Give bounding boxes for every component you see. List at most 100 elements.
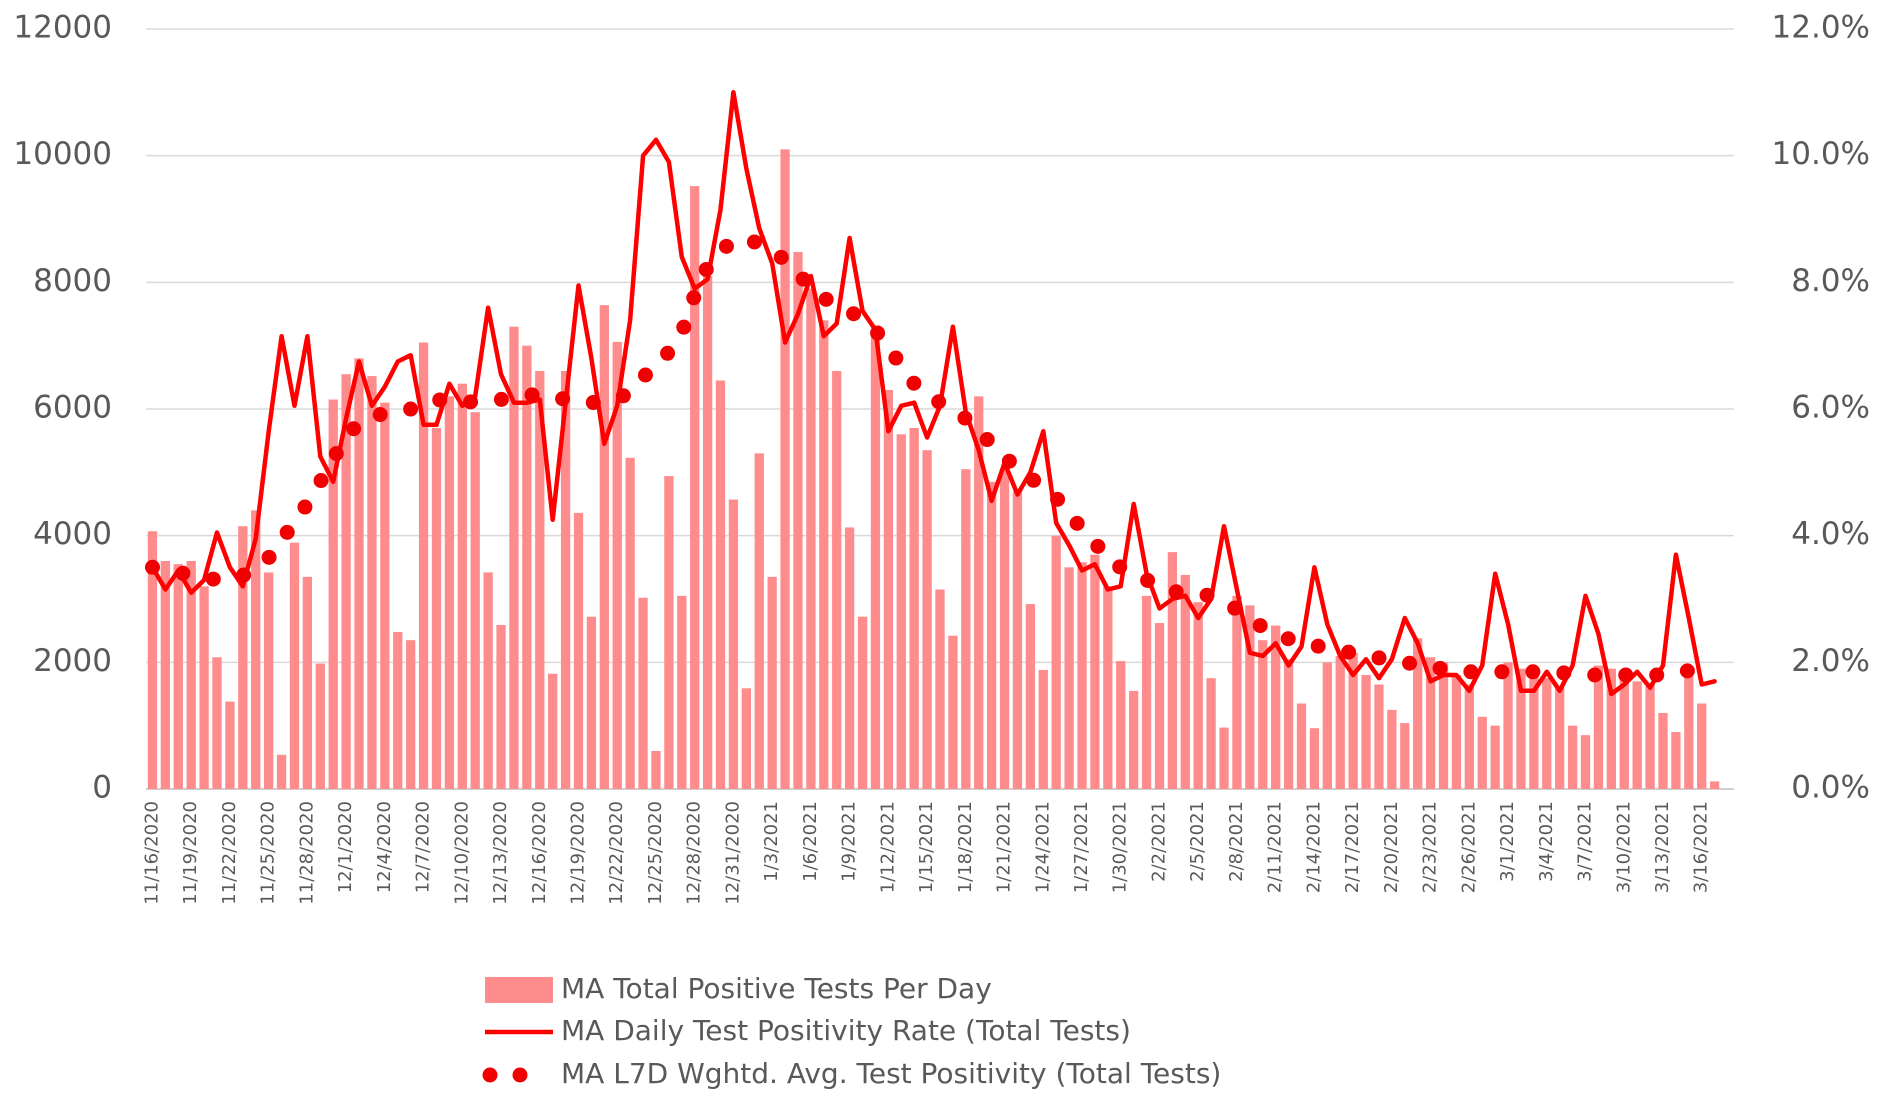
bar (1103, 586, 1113, 789)
bar (832, 371, 842, 789)
x-tick-label: 3/7/2021 (1575, 801, 1596, 882)
bar (238, 526, 248, 789)
y-tick-label: 10000 (13, 136, 112, 172)
bar (509, 326, 519, 789)
bar (702, 276, 713, 789)
bar (470, 412, 480, 789)
bar (1619, 675, 1629, 789)
x-tick-label: 12/19/2020 (568, 801, 589, 905)
bar (1567, 725, 1578, 789)
x-tick-label: 1/18/2021 (955, 801, 976, 893)
bar (1309, 728, 1320, 789)
bar (548, 673, 558, 789)
x-tick-label: 1/24/2021 (1032, 801, 1053, 893)
bar (586, 616, 597, 789)
bar (1219, 727, 1229, 789)
bar (1503, 662, 1513, 789)
x-tick-label: 2/2/2021 (1148, 801, 1169, 882)
y2-tick-label: 12.0% (1772, 10, 1870, 46)
x-tick-label: 3/4/2021 (1536, 801, 1557, 882)
bar (315, 663, 325, 789)
bar (1709, 781, 1720, 789)
bar (367, 376, 377, 789)
bar (1413, 638, 1423, 789)
bar (1232, 595, 1242, 789)
bar (1387, 709, 1397, 789)
x-tick-label: 3/10/2021 (1613, 801, 1634, 893)
bar (625, 457, 635, 789)
bar (1012, 491, 1023, 789)
bar (909, 428, 919, 789)
y-tick-label: 2000 (33, 643, 112, 679)
x-tick-label: 1/12/2021 (877, 801, 898, 893)
bar (380, 402, 390, 789)
bar (1296, 703, 1307, 789)
legend-swatch (512, 1067, 528, 1083)
y-tick-label: 6000 (33, 390, 112, 426)
x-tick-label: 3/13/2021 (1652, 801, 1673, 893)
bar (522, 345, 532, 789)
bar (1167, 552, 1178, 789)
bar (251, 510, 261, 789)
bar (999, 469, 1010, 789)
x-tick-label: 11/19/2020 (180, 801, 201, 905)
y-tick-label: 12000 (13, 10, 112, 46)
y2-tick-label: 2.0% (1791, 643, 1870, 679)
bar (806, 288, 816, 789)
bar (1580, 735, 1591, 789)
bar (819, 320, 829, 789)
bar (986, 481, 997, 789)
bar (1477, 716, 1487, 789)
legend-swatch (482, 1067, 498, 1083)
bar (1154, 623, 1165, 789)
bar (1348, 652, 1358, 789)
bar (444, 396, 455, 789)
bar (728, 499, 739, 789)
x-tick-label: 1/6/2021 (800, 801, 821, 882)
bar (264, 572, 274, 789)
bar (1038, 669, 1048, 789)
bar (406, 640, 416, 789)
bar (483, 572, 493, 789)
bar (1542, 678, 1552, 789)
bar (767, 576, 777, 789)
bar (354, 358, 364, 789)
bar (573, 512, 584, 789)
bar (199, 586, 209, 789)
bar (1283, 659, 1294, 789)
bar (1516, 668, 1526, 789)
bar (1077, 562, 1087, 789)
bar (1438, 662, 1449, 789)
legend-label: MA L7D Wghtd. Avg. Test Positivity (Tota… (561, 1057, 1221, 1090)
bar (186, 561, 196, 789)
y2-tick-label: 6.0% (1791, 390, 1870, 426)
bar (393, 631, 403, 789)
bar (1529, 675, 1539, 789)
bar (1064, 567, 1074, 789)
bar (1671, 732, 1681, 789)
bar (793, 251, 803, 789)
x-tick-label: 2/14/2021 (1303, 801, 1324, 893)
bar (690, 186, 700, 790)
bar (1335, 656, 1345, 789)
bar (341, 374, 351, 789)
bar (1645, 684, 1655, 789)
x-tick-label: 12/31/2020 (722, 801, 743, 905)
bar (457, 383, 467, 789)
y2-tick-label: 0.0% (1791, 770, 1870, 806)
x-tick-label: 11/22/2020 (219, 801, 240, 905)
bar (1116, 661, 1126, 789)
x-tick-label: 11/28/2020 (296, 801, 317, 905)
y-tick-label: 0 (92, 770, 112, 806)
bar (883, 390, 894, 789)
x-tick-label: 12/7/2020 (413, 801, 434, 893)
bar (418, 342, 429, 789)
bar (1129, 690, 1139, 789)
bar (1593, 665, 1604, 789)
x-tick-label: 11/16/2020 (141, 801, 162, 905)
bar (276, 754, 287, 789)
legend-label: MA Total Positive Tests Per Day (561, 972, 992, 1005)
x-tick-label: 12/13/2020 (490, 801, 511, 905)
bar (1490, 725, 1500, 789)
bar (560, 371, 571, 789)
